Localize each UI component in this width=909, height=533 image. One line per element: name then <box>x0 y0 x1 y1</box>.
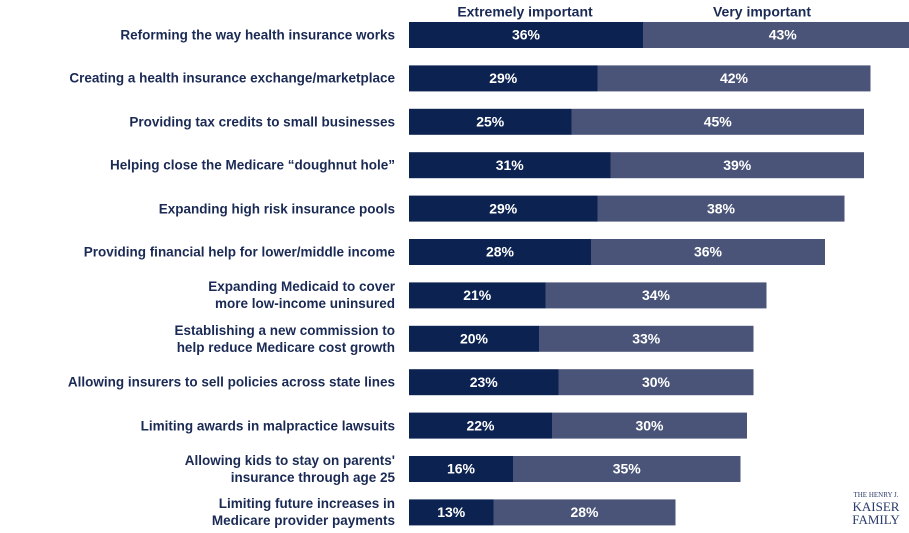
bar-segment <box>409 325 539 352</box>
value-label: 28% <box>486 244 515 260</box>
category-label: Creating a health insurance exchange/mar… <box>69 70 395 86</box>
bar-segment <box>409 412 552 439</box>
value-label: 21% <box>463 287 492 303</box>
category-label: Providing financial help for lower/middl… <box>83 244 395 260</box>
value-label: 25% <box>476 114 505 130</box>
bar-segment <box>409 152 611 179</box>
bar-segment <box>409 499 494 526</box>
category-label: Reforming the way health insurance works <box>120 27 395 43</box>
value-label: 34% <box>642 287 671 303</box>
category-label: Expanding high risk insurance pools <box>158 201 395 217</box>
bar-segment <box>545 282 767 309</box>
bar-segment <box>571 108 864 135</box>
value-label: 23% <box>470 374 499 390</box>
value-label: 31% <box>496 157 525 173</box>
logo-text: KAISER <box>852 499 900 514</box>
value-label: 43% <box>769 27 798 43</box>
category-label: Expanding Medicaid to cover more low-inc… <box>208 279 395 312</box>
value-label: 33% <box>632 331 661 347</box>
logo-text: THE HENRY J. <box>853 491 899 499</box>
value-label: 35% <box>613 461 642 477</box>
category-label: Providing tax credits to small businesse… <box>129 114 395 130</box>
category-label: Allowing insurers to sell policies acros… <box>67 374 395 390</box>
legend-label: Very important <box>713 4 811 20</box>
bar-segment <box>409 195 598 222</box>
value-label: 42% <box>720 70 749 86</box>
bar-segment <box>409 22 643 48</box>
value-label: 36% <box>512 27 541 43</box>
value-label: 29% <box>489 200 518 216</box>
value-label: 45% <box>704 114 733 130</box>
category-label: Limiting future increases in Medicare pr… <box>211 496 395 529</box>
bar-segment <box>610 152 864 179</box>
value-label: 36% <box>694 244 723 260</box>
value-label: 30% <box>642 374 671 390</box>
bar-segment <box>409 108 572 135</box>
logo-text: FAMILY <box>852 512 900 527</box>
legend-label: Extremely important <box>457 4 593 20</box>
bar-segment <box>409 65 598 92</box>
category-label: Limiting awards in malpractice lawsuits <box>140 418 395 434</box>
value-label: 30% <box>635 417 664 433</box>
bar-segment <box>513 456 741 482</box>
value-label: 13% <box>437 504 466 520</box>
bar-segment <box>409 239 591 265</box>
value-label: 20% <box>460 331 489 347</box>
bar-segment <box>409 282 546 309</box>
value-label: 29% <box>489 70 518 86</box>
category-label: Allowing kids to stay on parents' insura… <box>184 453 395 485</box>
category-label: Establishing a new commission to help re… <box>174 322 395 355</box>
bar-segment <box>493 499 676 526</box>
bar-segment <box>597 195 845 222</box>
bar-segment <box>597 65 871 92</box>
category-label: Helping close the Medicare “doughnut hol… <box>109 157 395 173</box>
value-label: 28% <box>570 504 599 520</box>
logo: THE HENRY J. KAISER FAMILY <box>846 491 906 526</box>
value-label: 22% <box>466 417 495 433</box>
bar-segment <box>558 369 754 396</box>
value-label: 16% <box>447 461 476 477</box>
value-label: 38% <box>707 200 736 216</box>
bar-segment <box>409 369 559 396</box>
value-label: 39% <box>723 157 752 173</box>
bar-segment <box>409 456 513 482</box>
bar-segment <box>539 325 754 352</box>
bar-segment <box>591 239 825 265</box>
bar-segment <box>552 412 747 439</box>
bar-segment <box>643 22 909 48</box>
